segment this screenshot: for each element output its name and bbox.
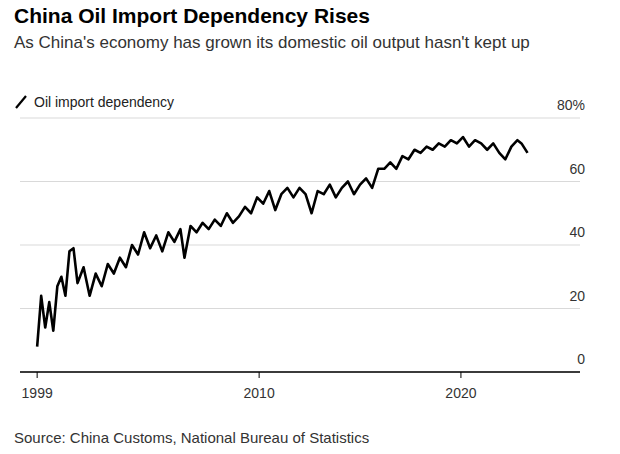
legend-label: Oil import dependency (34, 94, 174, 110)
grid-line (20, 308, 580, 309)
plot-area (37, 137, 527, 347)
x-axis (20, 371, 580, 373)
grid-line (20, 245, 580, 246)
x-tick (37, 372, 38, 378)
subtitle: As China's economy has grown its domesti… (14, 33, 604, 53)
source: Source: China Customs, National Bureau o… (14, 429, 369, 446)
x-tick-label: 2020 (445, 385, 476, 401)
grid-line (20, 372, 580, 373)
y-tick-label: 0 (577, 351, 585, 367)
grid-line (20, 118, 580, 119)
x-tick-label: 1999 (22, 385, 53, 401)
x-tick (460, 372, 461, 378)
x-tick (259, 372, 260, 378)
x-tick-label: 2010 (244, 385, 275, 401)
legend-icon (14, 95, 28, 109)
y-tick-label: 20 (569, 288, 585, 304)
legend-swatch (16, 96, 26, 108)
legend: Oil import dependency (14, 94, 174, 110)
y-tick-label: 60 (569, 161, 585, 177)
y-tick-label: 40 (569, 224, 585, 240)
grid-line (20, 181, 580, 182)
series-line (37, 137, 527, 347)
y-tick-label: 80% (557, 97, 585, 113)
chart: 0 20 40 60 80% 1999 2010 2020 (0, 0, 620, 454)
title: China Oil Import Dependency Rises (14, 4, 370, 28)
